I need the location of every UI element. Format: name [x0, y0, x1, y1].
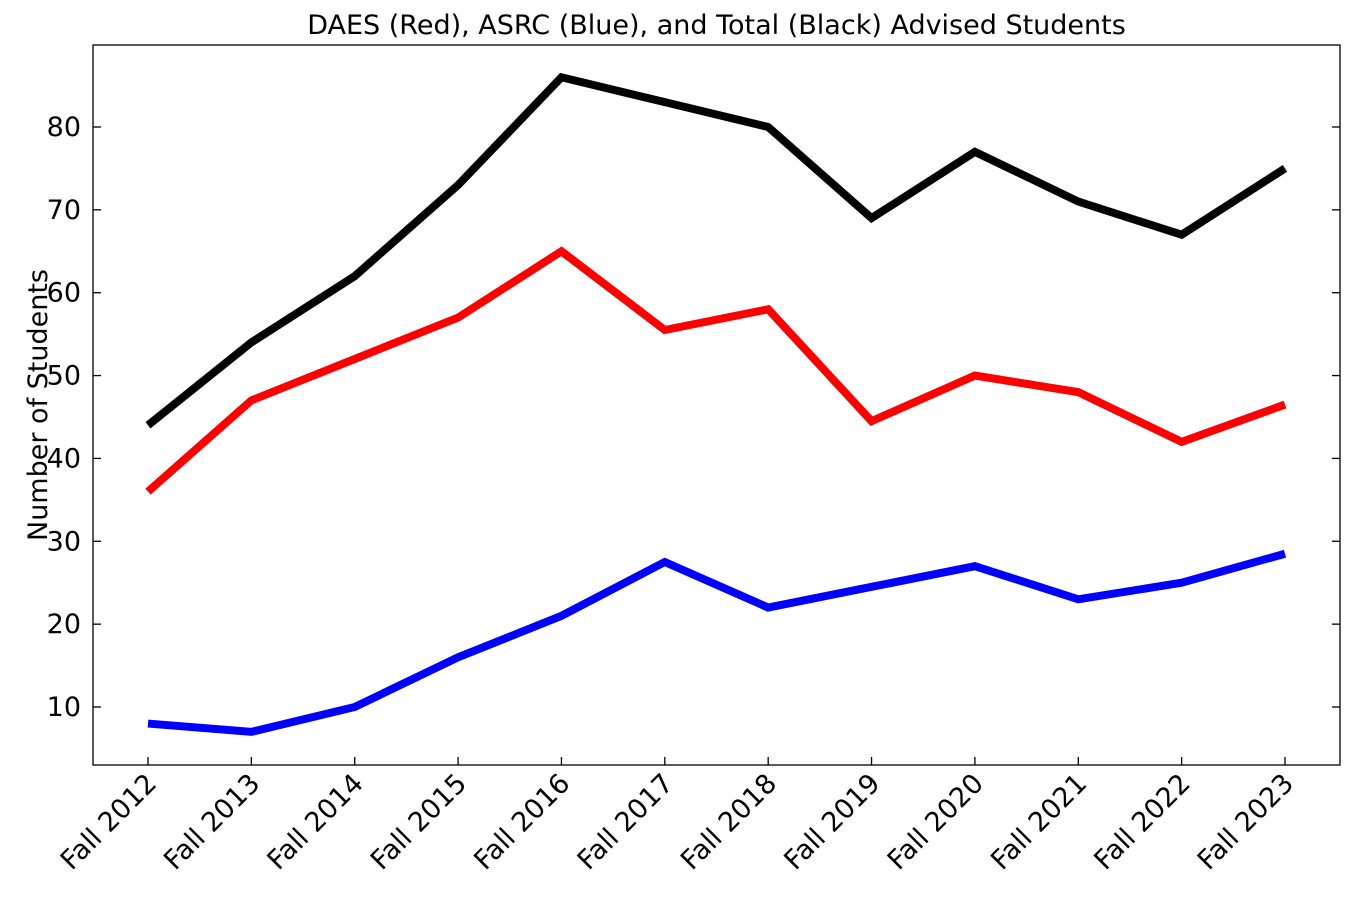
series-layer	[145, 72, 1288, 736]
x-tick-label: Fall 2020	[882, 768, 990, 876]
x-tick-label: Fall 2014	[262, 768, 370, 876]
y-tick-label: 80	[47, 112, 81, 143]
x-tick-label: Fall 2013	[158, 768, 266, 876]
plot-frame	[92, 44, 1341, 766]
series-line-1	[145, 72, 1288, 429]
x-tick-label: Fall 2017	[572, 768, 680, 876]
series-line-3	[147, 549, 1287, 736]
y-tick-label: 70	[47, 195, 81, 226]
y-tick-label: 40	[47, 443, 81, 474]
y-tick-label: 50	[47, 361, 81, 392]
x-tick-label: Fall 2016	[468, 768, 576, 876]
chart-title: DAES (Red), ASRC (Blue), and Total (Blac…	[307, 10, 1126, 41]
y-axis: 10 20 30 40 50 60 70 80	[47, 112, 1340, 723]
y-tick-label: 60	[47, 278, 81, 309]
y-tick-label: 30	[47, 526, 81, 557]
x-tick-label: Fall 2023	[1192, 768, 1300, 876]
x-tick-label: Fall 2021	[985, 768, 1093, 876]
x-tick-label: Fall 2022	[1088, 768, 1196, 876]
y-tick-label: 20	[47, 609, 81, 640]
y-axis-label: Number of Students	[23, 269, 54, 541]
series-line-2	[145, 246, 1287, 495]
x-tick-label: Fall 2019	[778, 768, 886, 876]
y-tick-label: 10	[47, 692, 81, 723]
x-tick-label: Fall 2012	[55, 768, 163, 876]
x-tick-label: Fall 2015	[365, 768, 473, 876]
x-tick-label: Fall 2018	[675, 768, 783, 876]
